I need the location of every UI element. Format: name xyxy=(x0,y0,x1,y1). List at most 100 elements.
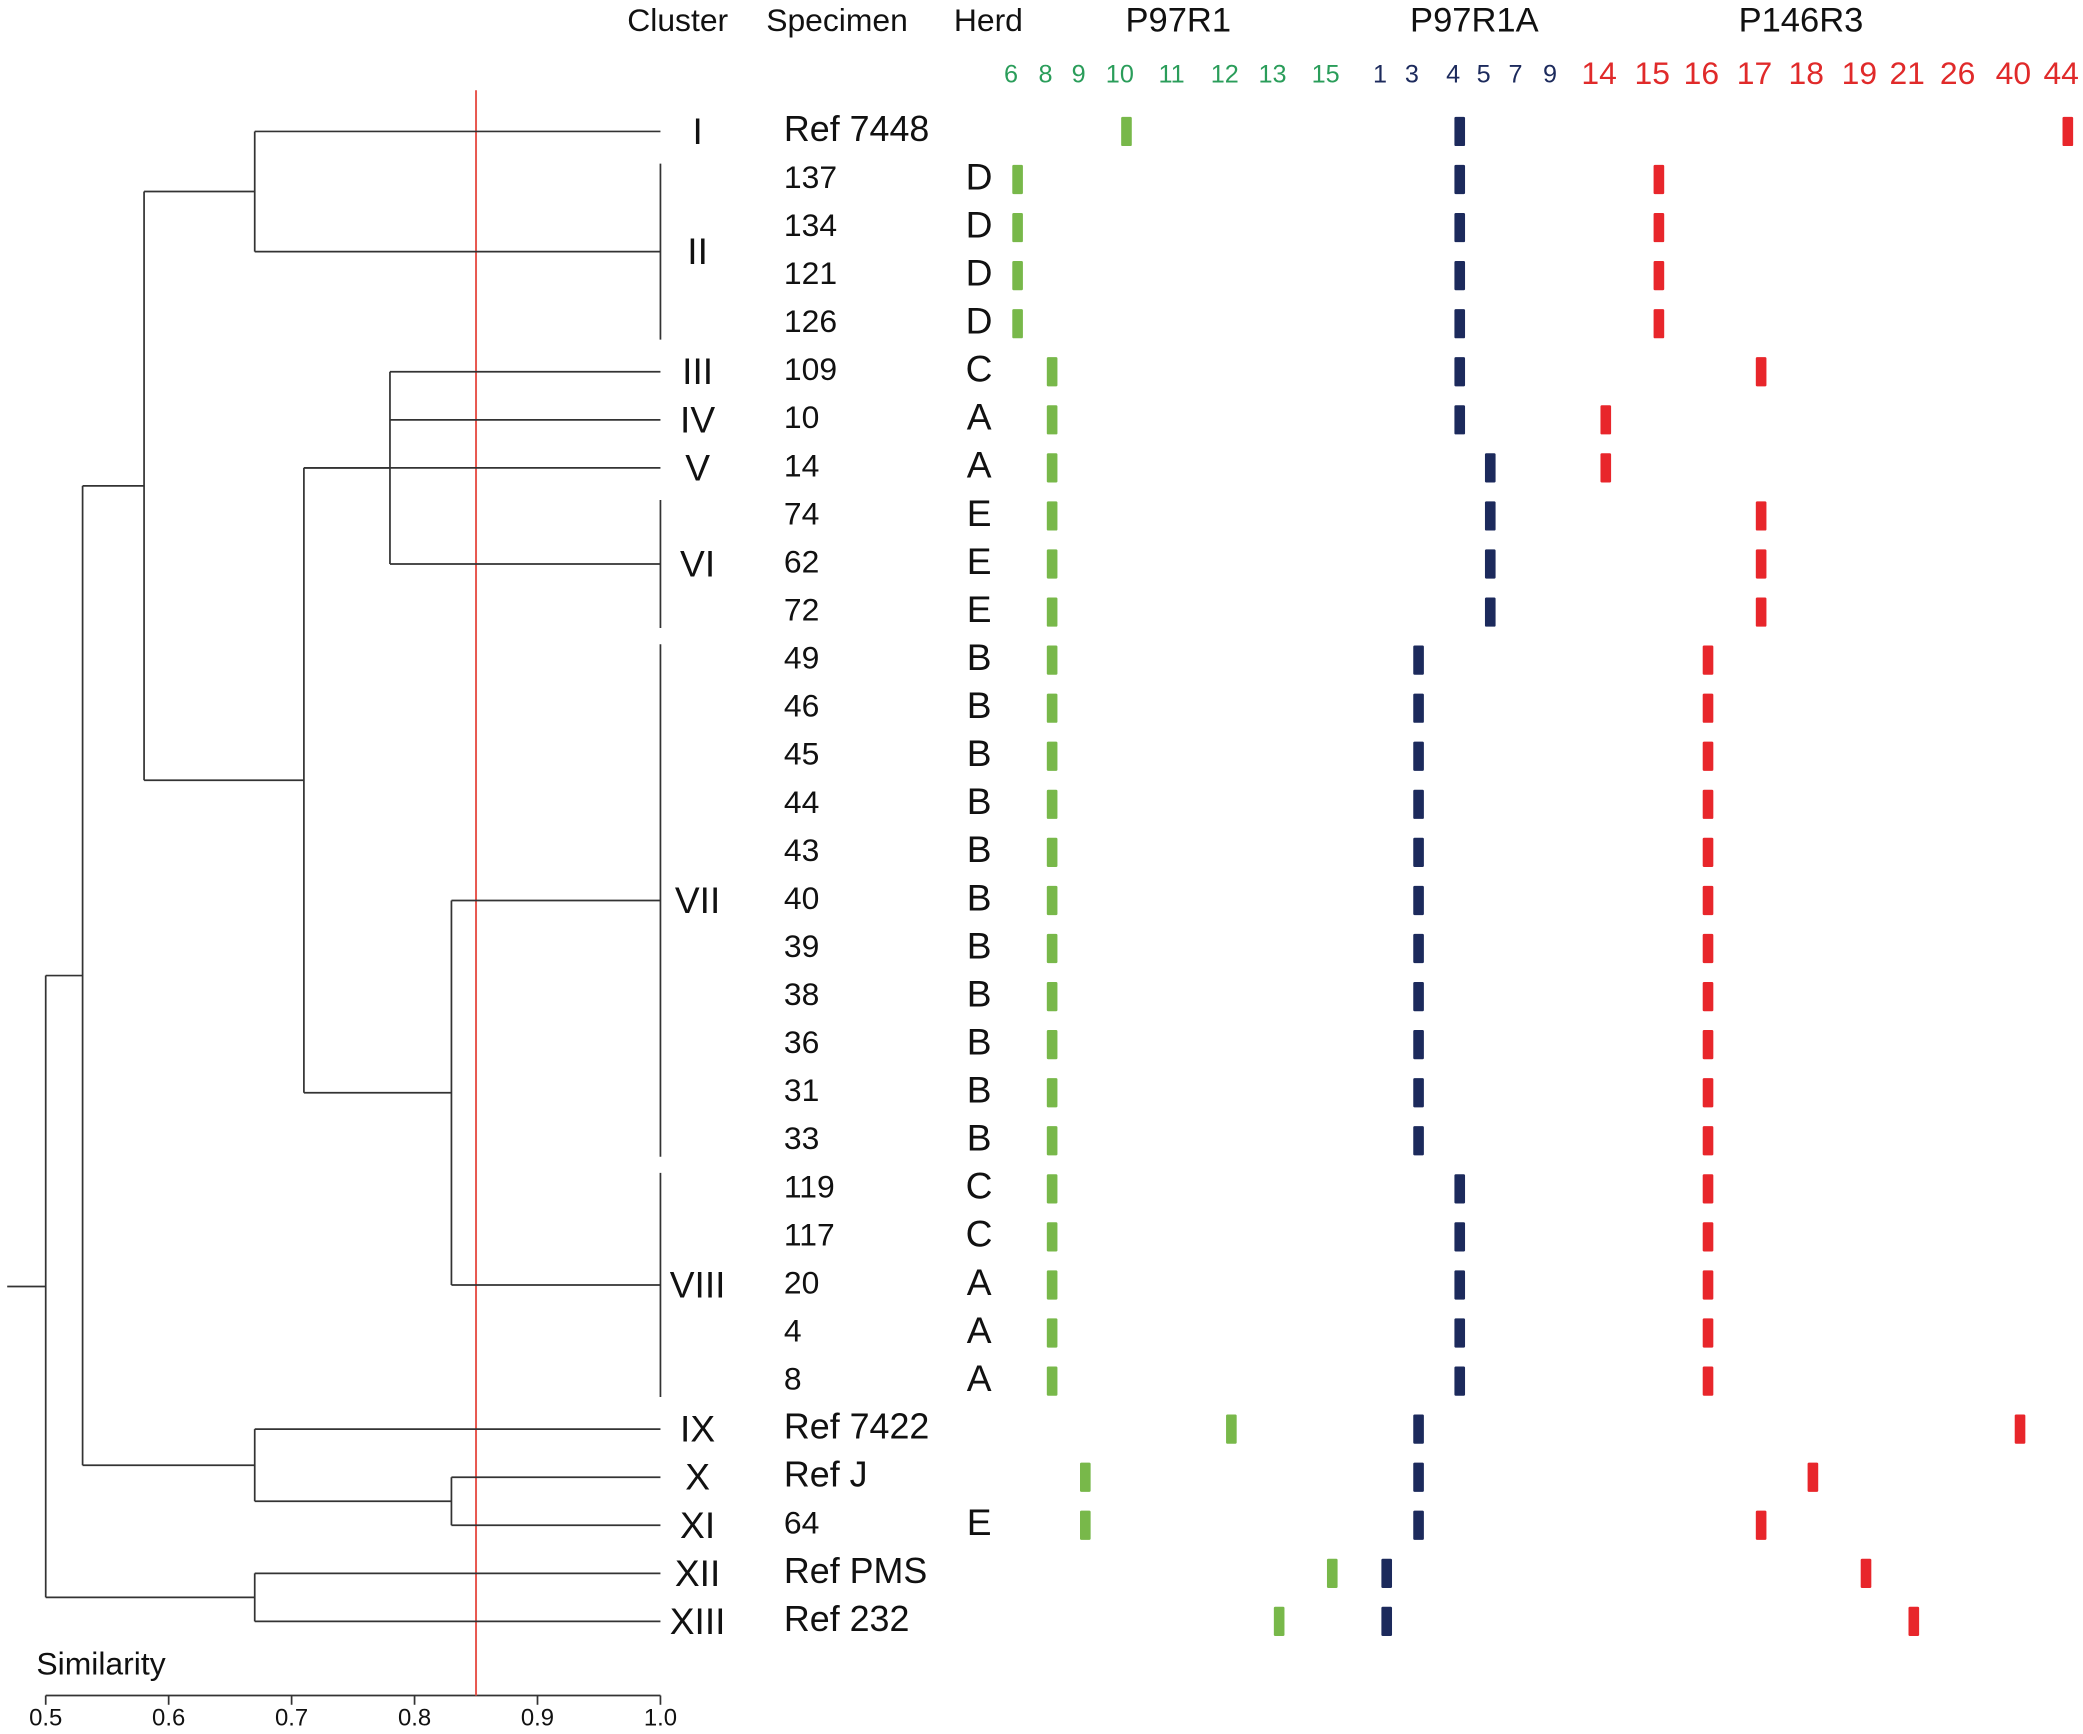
herd: B xyxy=(967,636,992,678)
allele-band xyxy=(1653,164,1665,195)
allele-band xyxy=(1381,1558,1393,1588)
allele-band xyxy=(1413,741,1424,771)
allele-band xyxy=(1046,1126,1058,1156)
allele-band xyxy=(1046,1030,1058,1060)
allele-band xyxy=(1046,837,1058,867)
herd: A xyxy=(967,1309,992,1351)
cluster-label: I xyxy=(692,110,702,152)
x-tick-label: 0.7 xyxy=(275,1705,308,1732)
cluster-label: IX xyxy=(680,1408,715,1450)
specimen: Ref J xyxy=(784,1455,868,1495)
allele-band xyxy=(1413,1462,1424,1492)
allele-label: 26 xyxy=(1940,55,1975,91)
allele-band xyxy=(1326,1558,1338,1588)
allele-band xyxy=(1046,1366,1058,1396)
herd: B xyxy=(967,1117,992,1159)
allele-band xyxy=(1080,1510,1091,1540)
allele-band xyxy=(1413,1030,1424,1060)
specimen-header: Specimen xyxy=(766,2,908,38)
allele-band xyxy=(1046,1174,1058,1204)
cluster-label: III xyxy=(682,350,713,392)
allele-band xyxy=(1413,789,1424,819)
allele-band xyxy=(1702,693,1714,723)
specimen: Ref PMS xyxy=(784,1551,927,1591)
allele-band xyxy=(1012,212,1023,243)
allele-band xyxy=(1012,164,1023,195)
cluster-label: XIII xyxy=(670,1600,726,1642)
allele-label: 21 xyxy=(1889,55,1924,91)
allele-band xyxy=(1454,1318,1466,1348)
allele-band xyxy=(1413,1126,1424,1156)
herd: C xyxy=(966,348,993,390)
cluster-label: VII xyxy=(675,879,720,921)
allele-band xyxy=(1454,164,1466,195)
herd: A xyxy=(967,1261,992,1303)
allele-band xyxy=(1702,981,1714,1012)
allele-band xyxy=(1702,789,1714,819)
allele-band xyxy=(1454,116,1466,147)
allele-band xyxy=(1046,741,1058,771)
allele-band xyxy=(1046,549,1058,579)
allele-label: 17 xyxy=(1737,55,1772,91)
herd: E xyxy=(967,492,992,534)
herd: D xyxy=(966,203,993,245)
allele-band xyxy=(1454,1366,1466,1396)
allele-band xyxy=(1755,597,1767,627)
allele-band xyxy=(1121,116,1132,147)
allele-band xyxy=(1702,645,1714,675)
allele-band xyxy=(1046,405,1058,435)
allele-band xyxy=(1046,645,1058,675)
allele-band xyxy=(1702,1270,1714,1300)
specimen: 33 xyxy=(784,1120,819,1156)
allele-band xyxy=(1600,405,1612,435)
allele-band xyxy=(1046,933,1058,964)
specimen: 109 xyxy=(784,351,837,387)
specimen: 20 xyxy=(784,1264,819,1300)
allele-band xyxy=(1755,357,1767,387)
allele-band xyxy=(1046,1270,1058,1300)
cluster-label: VI xyxy=(680,542,715,584)
allele-band xyxy=(1454,405,1466,435)
allele-band xyxy=(1702,741,1714,771)
allele-band xyxy=(1413,933,1424,964)
allele-band xyxy=(1454,1174,1466,1204)
allele-band xyxy=(1702,933,1714,964)
allele-band xyxy=(1702,1222,1714,1252)
specimen: Ref 7448 xyxy=(784,109,929,149)
x-tick-label: 0.5 xyxy=(29,1705,62,1732)
specimen: 31 xyxy=(784,1072,819,1108)
marker-header: P146R3 xyxy=(1739,2,1864,40)
allele-band xyxy=(2014,1414,2026,1444)
allele-label: 13 xyxy=(1258,60,1286,88)
allele-band xyxy=(1046,357,1058,387)
allele-band xyxy=(1702,885,1714,916)
allele-band xyxy=(1413,1414,1424,1444)
herd: D xyxy=(966,251,993,293)
allele-label: 7 xyxy=(1508,60,1522,88)
specimen: 72 xyxy=(784,592,819,628)
specimen: Ref 7422 xyxy=(784,1407,929,1447)
allele-band xyxy=(1046,693,1058,723)
herd: C xyxy=(966,1165,993,1207)
allele-band xyxy=(1702,1078,1714,1108)
herd: A xyxy=(967,1357,992,1399)
allele-label: 3 xyxy=(1405,60,1419,88)
herd: B xyxy=(967,972,992,1014)
specimen: 137 xyxy=(784,159,837,195)
herd: B xyxy=(967,876,992,918)
cluster-label: VIII xyxy=(670,1263,726,1305)
allele-band xyxy=(1273,1606,1285,1637)
specimen: 40 xyxy=(784,880,819,916)
allele-band xyxy=(1484,549,1496,579)
herd: B xyxy=(967,1069,992,1111)
allele-label: 9 xyxy=(1072,60,1086,88)
allele-band xyxy=(1702,1030,1714,1060)
cluster-header: Cluster xyxy=(627,2,728,38)
allele-label: 1 xyxy=(1373,60,1387,88)
specimen: 49 xyxy=(784,640,819,676)
cluster-label: X xyxy=(685,1456,710,1498)
allele-band xyxy=(1755,549,1767,579)
allele-band xyxy=(1755,1510,1767,1540)
allele-band xyxy=(1454,1222,1466,1252)
specimen: 44 xyxy=(784,784,819,820)
